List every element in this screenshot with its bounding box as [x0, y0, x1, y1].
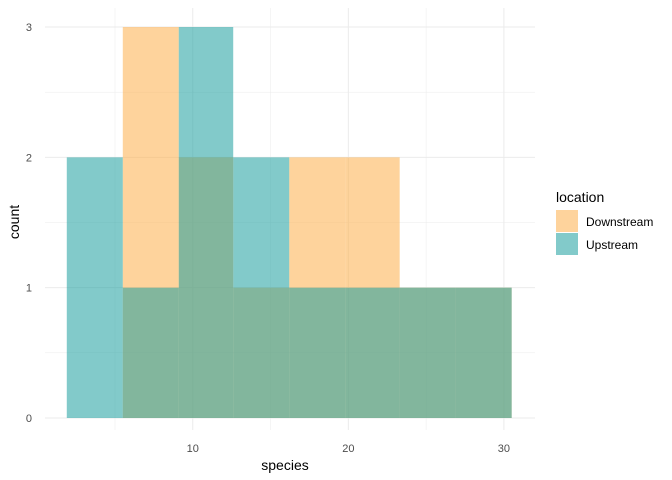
- y-tick-label: 3: [26, 22, 32, 34]
- legend: location Downstream Upstream: [556, 189, 653, 255]
- y-tick-label: 0: [26, 413, 32, 425]
- x-axis-title: species: [261, 457, 308, 473]
- x-tick-label: 10: [187, 443, 199, 455]
- y-tick-label: 2: [26, 152, 32, 164]
- bar-upstream: [66, 157, 123, 419]
- bar-upstream: [455, 287, 512, 418]
- legend-title: location: [556, 189, 604, 205]
- bar-upstream: [233, 157, 290, 419]
- y-axis-ticks: 0 1 2 3: [26, 22, 32, 425]
- y-axis-title: count: [6, 205, 22, 239]
- x-tick-label: 20: [342, 443, 354, 455]
- bar-upstream: [178, 27, 234, 418]
- bar-upstream: [122, 287, 179, 418]
- bar-upstream: [289, 287, 346, 418]
- bar-upstream: [345, 287, 400, 418]
- legend-label-downstream: Downstream: [586, 215, 653, 229]
- legend-key-upstream: [556, 233, 578, 255]
- bar-upstream: [399, 287, 456, 418]
- legend-key-downstream: [556, 210, 578, 232]
- x-axis-ticks: 10 20 30: [187, 443, 510, 455]
- legend-label-upstream: Upstream: [586, 238, 638, 252]
- y-tick-label: 1: [26, 283, 32, 295]
- x-tick-label: 30: [498, 443, 510, 455]
- bars: [66, 27, 512, 419]
